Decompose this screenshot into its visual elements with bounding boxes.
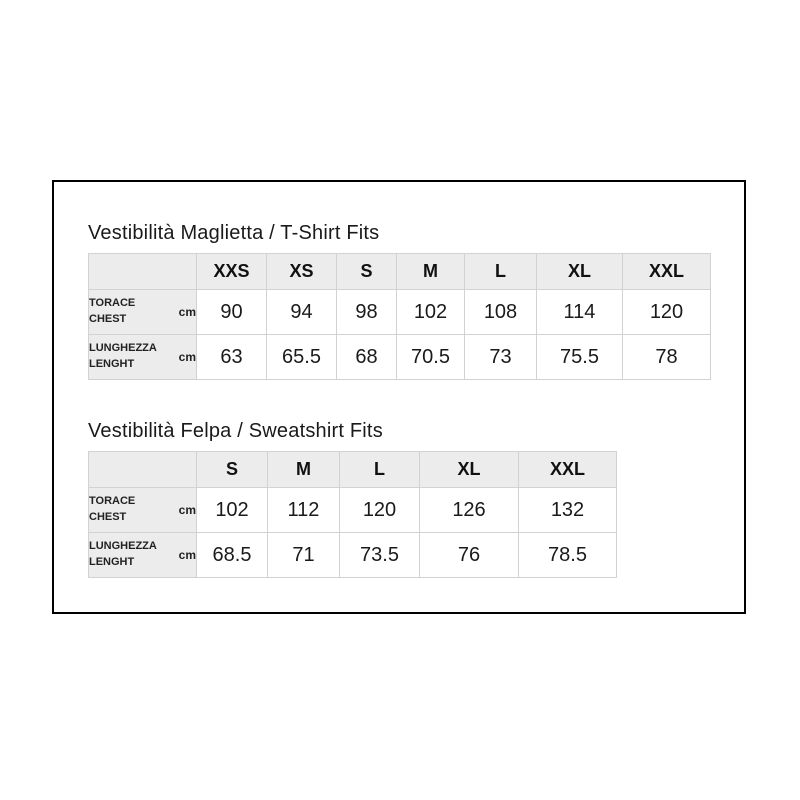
measurement-value: 132 xyxy=(518,487,617,533)
measurement-value: 90 xyxy=(196,289,267,335)
measurement-value: 68.5 xyxy=(196,532,268,578)
measurement-value: 114 xyxy=(536,289,623,335)
unit-label: cm xyxy=(178,548,196,562)
corner-cell xyxy=(88,253,197,290)
size-chart-frame: Vestibilità Maglietta / T-Shirt Fits XXS… xyxy=(52,180,746,614)
measurement-value: 108 xyxy=(464,289,537,335)
measurement-row: TORACE CHEST cm 102 112 120 126 132 xyxy=(88,487,617,533)
measurement-value: 68 xyxy=(336,334,397,380)
size-header-s: S xyxy=(336,253,397,290)
size-header-xs: XS xyxy=(266,253,337,290)
size-header-l: L xyxy=(464,253,537,290)
size-header-s: S xyxy=(196,451,268,488)
measurement-row: TORACE CHEST cm 90 94 98 102 108 114 120 xyxy=(88,289,711,335)
row-label-cell: LUNGHEZZA LENGHT cm xyxy=(88,334,197,380)
corner-cell xyxy=(88,451,197,488)
measurement-value: 73.5 xyxy=(339,532,420,578)
measurement-label: TORACE CHEST xyxy=(89,297,136,325)
size-header-m: M xyxy=(267,451,340,488)
row-label-wrap: TORACE CHEST cm xyxy=(89,494,196,526)
measurement-label: TORACE CHEST xyxy=(89,495,136,523)
measurement-value: 70.5 xyxy=(396,334,465,380)
measurement-value: 76 xyxy=(419,532,519,578)
measurement-value: 98 xyxy=(336,289,397,335)
measurement-value: 63 xyxy=(196,334,267,380)
measurement-value: 94 xyxy=(266,289,337,335)
size-header-xl: XL xyxy=(419,451,519,488)
measurement-value: 102 xyxy=(396,289,465,335)
sweatshirt-fits-table: S M L XL XXL TORACE CHEST cm 102 112 120 126 132 LUNG… xyxy=(88,451,617,578)
size-header-m: M xyxy=(396,253,465,290)
size-header-xxs: XXS xyxy=(196,253,267,290)
row-label-cell: TORACE CHEST cm xyxy=(88,289,197,335)
row-label-cell: TORACE CHEST cm xyxy=(88,487,197,533)
measurement-value: 112 xyxy=(267,487,340,533)
size-header-row: XXS XS S M L XL XXL xyxy=(88,253,711,290)
size-header-xxl: XXL xyxy=(622,253,711,290)
tshirt-fits-table: XXS XS S M L XL XXL TORACE CHEST cm 90 94 98 102 108 11… xyxy=(88,253,711,380)
size-header-xl: XL xyxy=(536,253,623,290)
unit-label: cm xyxy=(178,350,196,364)
measurement-value: 102 xyxy=(196,487,268,533)
row-label-wrap: TORACE CHEST cm xyxy=(89,296,196,328)
measurement-row: LUNGHEZZA LENGHT cm 63 65.5 68 70.5 73 75.5 78 xyxy=(88,334,711,380)
unit-label: cm xyxy=(178,305,196,319)
row-label-wrap: LUNGHEZZA LENGHT cm xyxy=(89,341,196,373)
measurement-value: 73 xyxy=(464,334,537,380)
tshirt-fits-title: Vestibilità Maglietta / T-Shirt Fits xyxy=(88,222,380,244)
row-label-wrap: LUNGHEZZA LENGHT cm xyxy=(89,539,196,571)
measurement-value: 120 xyxy=(339,487,420,533)
row-label-cell: LUNGHEZZA LENGHT cm xyxy=(88,532,197,578)
size-header-l: L xyxy=(339,451,420,488)
measurement-value: 120 xyxy=(622,289,711,335)
measurement-label: LUNGHEZZA LENGHT xyxy=(89,540,157,568)
sweatshirt-fits-title: Vestibilità Felpa / Sweatshirt Fits xyxy=(88,420,383,442)
measurement-label: LUNGHEZZA LENGHT xyxy=(89,342,157,370)
size-chart-content: Vestibilità Maglietta / T-Shirt Fits XXS… xyxy=(54,182,744,578)
measurement-value: 126 xyxy=(419,487,519,533)
size-header-xxl: XXL xyxy=(518,451,617,488)
measurement-row: LUNGHEZZA LENGHT cm 68.5 71 73.5 76 78.5 xyxy=(88,532,617,578)
tshirt-fits-section: Vestibilità Maglietta / T-Shirt Fits XXS… xyxy=(88,222,744,380)
measurement-value: 65.5 xyxy=(266,334,337,380)
unit-label: cm xyxy=(178,503,196,517)
size-header-row: S M L XL XXL xyxy=(88,451,617,488)
measurement-value: 78 xyxy=(622,334,711,380)
measurement-value: 78.5 xyxy=(518,532,617,578)
measurement-value: 75.5 xyxy=(536,334,623,380)
measurement-value: 71 xyxy=(267,532,340,578)
